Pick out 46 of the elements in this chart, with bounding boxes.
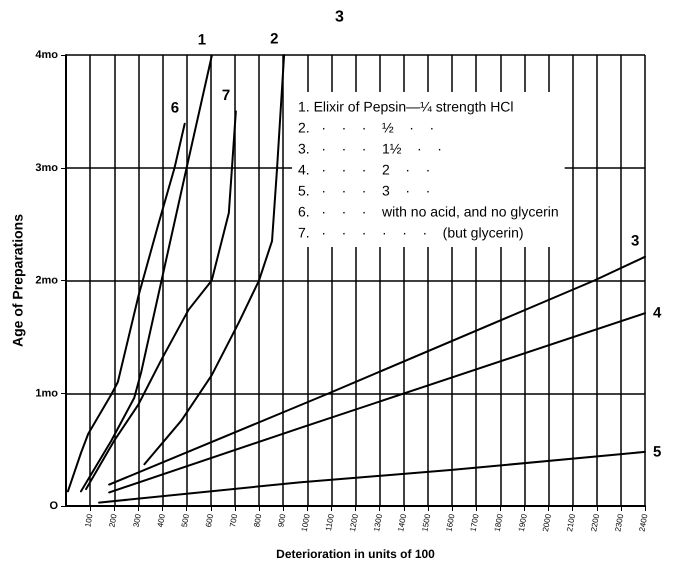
y-tick-label: 3mo: [35, 162, 58, 174]
x-tick-label: 2300: [613, 512, 626, 532]
x-tick-label: 1900: [516, 512, 529, 532]
x-tick-label: 1300: [372, 512, 384, 532]
series-label: 3: [631, 232, 640, 250]
x-tick-label: 1700: [468, 512, 481, 532]
annotation: 1. Elixir of Pepsin—¼ strength HCl: [298, 98, 514, 114]
x-tick-label: 600: [204, 512, 216, 528]
x-tick-label: 1200: [348, 512, 360, 532]
x-tick-label: 2400: [637, 512, 650, 532]
x-tick-label: 2200: [589, 512, 602, 532]
x-tick-label: 1100: [324, 512, 336, 532]
x-axis-title: Deterioration in units of 100: [276, 547, 436, 561]
y-tick-label: O: [49, 500, 58, 512]
annotation: 5. · · · 3 · ·: [298, 182, 430, 198]
x-tick-label: 1000: [300, 512, 312, 532]
series-label: 2: [270, 30, 278, 48]
series-label: 7: [222, 86, 230, 104]
x-tick-label: 1500: [420, 512, 432, 532]
x-tick-label: 300: [132, 512, 143, 528]
series-label: 4: [653, 304, 662, 322]
series-label: 6: [170, 99, 180, 116]
annotation: 3. · · · 1½ · ·: [298, 140, 442, 156]
y-axis-title: Age of Preparations: [9, 214, 26, 348]
x-tick-label: 400: [156, 512, 168, 528]
chart-title: 3: [335, 8, 344, 26]
x-tick-label: 900: [276, 512, 288, 528]
y-tick-label: 4mo: [35, 49, 58, 61]
x-tick-label: 1800: [492, 512, 505, 532]
annotation: 2. · · · ½ · ·: [298, 120, 434, 136]
x-tick-label: 1400: [396, 512, 408, 532]
x-tick-label: 100: [83, 512, 95, 528]
x-tick-label: 2100: [565, 512, 578, 532]
x-tick-label: 800: [252, 512, 264, 528]
y-tick-label: 1mo: [35, 387, 58, 400]
annotation: 7. · · · · · · (but glycerin): [298, 224, 524, 240]
x-tick-label: 500: [180, 512, 192, 528]
x-tick-label: 2000: [540, 512, 554, 532]
annotation: 6. · · · with no acid, and no glycerin: [298, 204, 559, 220]
annotation: 4. · · · 2 · ·: [298, 162, 430, 178]
x-tick-label: 1600: [444, 512, 457, 532]
y-tick-label: 2mo: [35, 274, 58, 286]
series-label: 1: [198, 32, 206, 49]
series-label: 5: [653, 443, 662, 460]
x-tick-label: 200: [107, 512, 119, 528]
x-tick-label: 700: [228, 512, 240, 528]
